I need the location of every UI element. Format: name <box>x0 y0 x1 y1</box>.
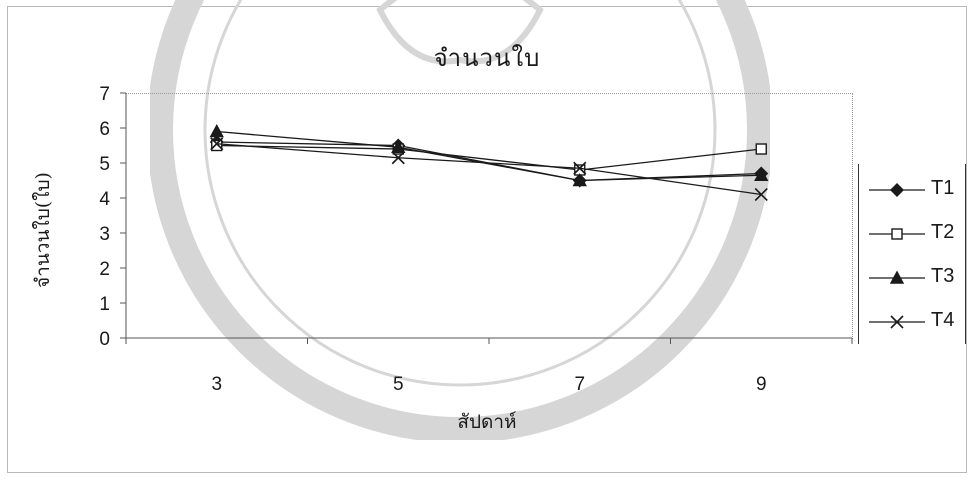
legend-label: T1 <box>931 177 955 199</box>
legend: T1 T2 T3 T4 <box>858 164 966 344</box>
data-point-t3 <box>391 139 406 153</box>
series-line <box>216 141 762 182</box>
x-axis-label: สัปดาห์ <box>457 411 517 433</box>
series-line <box>216 130 762 182</box>
x-tick-label: 9 <box>756 374 767 395</box>
y-tick-label: 3 <box>99 224 110 245</box>
legend-label: T2 <box>931 221 955 243</box>
y-tick-label: 7 <box>99 84 110 105</box>
legend-label: T3 <box>931 265 955 287</box>
series-group <box>209 124 769 202</box>
legend-marker <box>890 315 904 329</box>
legend-label: T4 <box>931 309 955 331</box>
x-axis: 3 5 7 9 <box>125 337 853 395</box>
legend-marker <box>889 270 905 284</box>
legend-swatch <box>869 183 925 197</box>
legend-swatch <box>869 270 925 284</box>
data-point-t2 <box>211 139 223 152</box>
legend-item-t1: T1 <box>859 172 965 208</box>
x-tick-label: 7 <box>574 374 585 395</box>
y-axis: 0 1 2 3 4 5 6 7 <box>99 84 127 350</box>
legend-item-t3: T3 <box>859 260 965 296</box>
data-point-t4 <box>573 161 587 175</box>
plot-area <box>126 93 853 339</box>
series-t3 <box>209 124 769 187</box>
series-line <box>216 143 762 196</box>
y-tick-label: 0 <box>99 329 110 350</box>
data-point-t3 <box>572 173 587 187</box>
y-tick-label: 1 <box>99 294 110 315</box>
legend-swatch <box>869 315 925 329</box>
x-tick-label: 3 <box>211 374 222 395</box>
legend-item-t4: T4 <box>859 304 965 340</box>
series-t4 <box>210 137 768 202</box>
series-t2 <box>211 139 767 176</box>
series-line <box>216 144 762 171</box>
data-point-t2 <box>755 143 767 155</box>
legend-marker <box>890 183 904 197</box>
data-point-t4 <box>754 187 768 202</box>
data-point-t3 <box>754 167 769 181</box>
x-tick-label: 5 <box>393 374 404 395</box>
y-tick-label: 2 <box>99 259 110 280</box>
y-tick-label: 5 <box>99 154 110 175</box>
data-point-t4 <box>210 137 224 151</box>
legend-marker <box>891 228 903 240</box>
series-t1 <box>209 135 769 188</box>
chart-title: จำนวนใบ <box>433 44 541 72</box>
y-tick-label: 6 <box>99 119 110 140</box>
data-point-t4 <box>391 151 405 165</box>
data-point-t3 <box>209 124 224 138</box>
legend-swatch <box>869 228 925 240</box>
y-tick-label: 4 <box>99 189 110 210</box>
y-axis-label: จำนวนใบ(ใบ) <box>32 172 54 288</box>
legend-item-t2: T2 <box>859 216 965 252</box>
